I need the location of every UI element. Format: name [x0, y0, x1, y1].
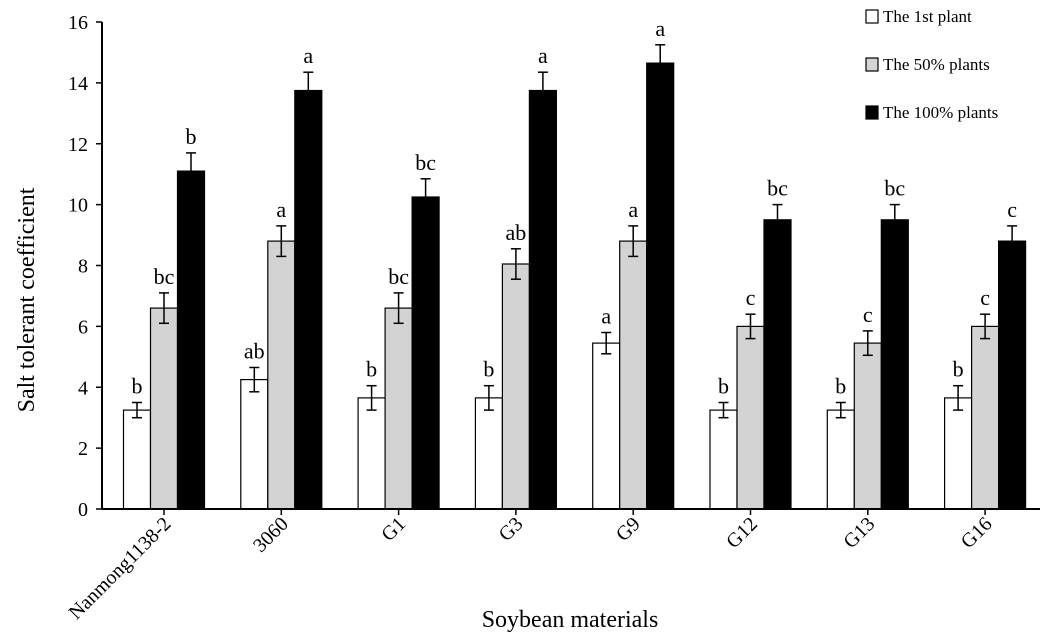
- x-tick-label: G16: [957, 513, 997, 553]
- x-tick-label: G9: [612, 513, 645, 546]
- significance-label: b: [366, 357, 377, 382]
- significance-label: b: [953, 357, 964, 382]
- bar: [592, 342, 621, 510]
- bar: [411, 196, 440, 510]
- x-tick-label: 3060: [249, 513, 293, 557]
- significance-label: b: [132, 374, 143, 399]
- significance-label: a: [276, 197, 286, 222]
- legend-label: The 50% plants: [883, 55, 990, 74]
- significance-label: bc: [388, 264, 409, 289]
- bar: [997, 240, 1027, 510]
- y-tick-label: 16: [68, 12, 88, 34]
- legend-swatch: [865, 57, 879, 72]
- x-tick-label: Nanmong1138-2: [65, 513, 176, 624]
- significance-label: b: [718, 374, 729, 399]
- legend: The 1st plant The 50% plants The 100% plan…: [865, 7, 998, 122]
- y-tick-label: 2: [78, 438, 88, 460]
- bar: [826, 409, 855, 510]
- y-axis-title: Salt tolerant coefficient: [14, 187, 40, 412]
- legend-swatch: [865, 9, 879, 24]
- bar: [501, 263, 530, 510]
- bar: [294, 89, 323, 510]
- bar: [176, 170, 206, 510]
- bar: [880, 219, 909, 510]
- significance-label: c: [746, 285, 756, 310]
- legend-label: The 100% plants: [883, 103, 998, 122]
- bar: [384, 307, 413, 510]
- bar: [528, 89, 558, 510]
- y-tick-label: 10: [68, 195, 88, 217]
- significance-label: a: [601, 304, 611, 329]
- y-tick-label: 12: [68, 134, 88, 156]
- bar: [709, 409, 738, 510]
- legend-label: The 1st plant: [883, 7, 972, 26]
- bar: [943, 397, 973, 510]
- bar: [357, 397, 386, 510]
- significance-label: c: [1007, 197, 1017, 222]
- x-tick-label: G12: [722, 513, 762, 553]
- significance-label: bc: [767, 176, 788, 201]
- bar: [646, 62, 675, 510]
- x-tick-label: G1: [377, 513, 410, 546]
- significance-label: c: [980, 285, 990, 310]
- bar: [970, 325, 1000, 510]
- x-tick-label: G3: [495, 513, 528, 546]
- significance-label: a: [628, 197, 638, 222]
- y-tick-label: 8: [78, 256, 88, 278]
- legend-swatch: [865, 105, 879, 120]
- bar: [474, 397, 503, 510]
- bar: [267, 240, 296, 510]
- y-tick-label: 6: [78, 316, 88, 338]
- bar: [619, 240, 648, 510]
- bar: [122, 409, 152, 510]
- significance-label: ab: [244, 339, 265, 364]
- significance-label: b: [835, 374, 846, 399]
- x-tick-label: G13: [839, 513, 879, 553]
- y-tick-label: 4: [78, 377, 88, 399]
- bar: [240, 379, 269, 510]
- bar: [853, 342, 882, 510]
- bar: [763, 219, 792, 510]
- significance-label: bc: [415, 150, 436, 175]
- significance-label: a: [303, 43, 313, 68]
- y-tick-label: 14: [68, 73, 88, 95]
- significance-label: a: [538, 43, 548, 68]
- significance-label: a: [655, 16, 665, 41]
- significance-label: ab: [506, 220, 527, 245]
- bar: [149, 307, 179, 510]
- significance-label: b: [186, 124, 197, 149]
- significance-label: b: [483, 357, 494, 382]
- significance-label: c: [863, 302, 873, 327]
- y-tick-label: 0: [78, 499, 88, 521]
- bar: [736, 325, 765, 510]
- significance-label: bc: [154, 264, 175, 289]
- significance-label: bc: [884, 176, 905, 201]
- x-axis-title: Soybean materials: [482, 607, 659, 633]
